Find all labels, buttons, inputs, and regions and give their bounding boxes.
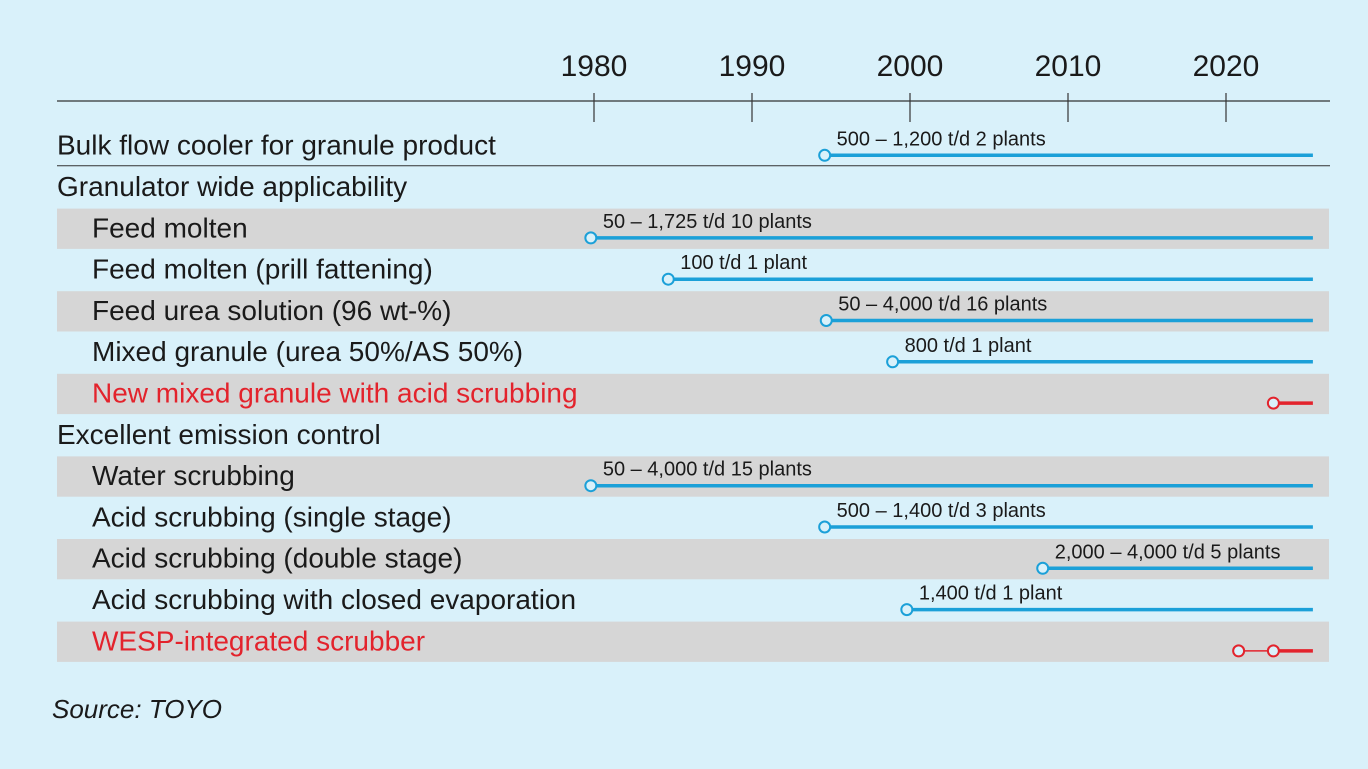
timeline-row: Acid scrubbing (double stage) 2,000 – 4,0… (92, 541, 1313, 575)
start-marker (818, 520, 832, 534)
start-marker (819, 314, 833, 327)
timeline-row: WESP-integrated scrubber (92, 625, 1313, 658)
source-note: Source: TOYO (52, 694, 222, 724)
row-label: Acid scrubbing with closed evaporation (92, 584, 576, 615)
tick-label: 2000 (877, 50, 944, 83)
row-band (57, 539, 1329, 580)
timeline-rows: Bulk flow cooler for granule product 500 … (57, 128, 1330, 658)
group-row: Excellent emission control (57, 419, 381, 450)
tick-label: 1990 (719, 50, 786, 83)
bar-label: 50 – 4,000 t/d 15 plants (603, 459, 812, 481)
start-marker (1266, 396, 1280, 410)
timeline-row: Acid scrubbing (single stage) 500 – 1,400… (92, 500, 1313, 534)
row-band (57, 291, 1329, 332)
row-band (57, 373, 1329, 415)
tick-label: 1980 (561, 50, 628, 83)
row-label: Feed molten (92, 212, 248, 243)
bar-label: 50 – 4,000 t/d 16 plants (838, 294, 1047, 316)
timeline-row: Water scrubbing 50 – 4,000 t/d 15 plants (92, 459, 1313, 493)
timeline-row: Bulk flow cooler for granule product 500 … (57, 128, 1330, 167)
row-label: Acid scrubbing (double stage) (92, 543, 462, 574)
row-bands (57, 208, 1329, 662)
start-marker (584, 231, 598, 245)
bar-label: 1,400 t/d 1 plant (919, 583, 1063, 605)
group-label: Granulator wide applicability (57, 171, 407, 202)
start-marker (1036, 561, 1050, 575)
row-label: Feed molten (prill fattening) (92, 254, 433, 285)
group-label: Excellent emission control (57, 419, 381, 450)
tick-label: 2020 (1193, 50, 1260, 83)
bar-label: 50 – 1,725 t/d 10 plants (603, 211, 812, 233)
row-band (57, 208, 1329, 249)
row-label: Mixed granule (urea 50%/AS 50%) (92, 336, 523, 367)
bar-label: 500 – 1,200 t/d 2 plants (837, 128, 1046, 150)
row-label: Feed urea solution (96 wt-%) (92, 295, 452, 326)
bar-label: 100 t/d 1 plant (680, 252, 807, 274)
tick-label: 2010 (1035, 50, 1102, 83)
row-band (57, 456, 1329, 497)
timeline-row: Feed urea solution (96 wt-%) 50 – 4,000 t… (92, 294, 1313, 327)
row-band (57, 621, 1329, 662)
bar-label: 500 – 1,400 t/d 3 plants (837, 500, 1046, 522)
bar-label: 2,000 – 4,000 t/d 5 plants (1055, 541, 1281, 563)
timeline-row: New mixed granule with acid scrubbing (92, 377, 1313, 410)
group-row: Granulator wide applicability (57, 171, 407, 202)
row-label: Acid scrubbing (single stage) (92, 501, 452, 532)
start-marker (584, 479, 598, 493)
row-label: Water scrubbing (92, 460, 295, 491)
row-label: WESP-integrated scrubber (92, 625, 425, 656)
timeline-row: Feed molten 50 – 1,725 t/d 10 plants (92, 211, 1313, 245)
timeline-row: Mixed granule (urea 50%/AS 50%) 800 t/d 1… (92, 335, 1313, 369)
start-marker (1232, 644, 1246, 658)
start-marker (900, 603, 914, 617)
start-marker (661, 272, 675, 286)
timeline-row: Acid scrubbing with closed evaporation 1,… (92, 583, 1313, 617)
timeline-row: Feed molten (prill fattening) 100 t/d 1 p… (92, 252, 1313, 286)
start-marker (818, 148, 832, 162)
bar-label: 800 t/d 1 plant (905, 335, 1032, 357)
row-label: Bulk flow cooler for granule product (57, 130, 496, 161)
row-label: New mixed granule with acid scrubbing (92, 377, 578, 408)
time-axis: 1980 1990 2000 2010 2020 (57, 50, 1330, 122)
start-marker (886, 355, 900, 369)
start-marker (1266, 644, 1280, 658)
